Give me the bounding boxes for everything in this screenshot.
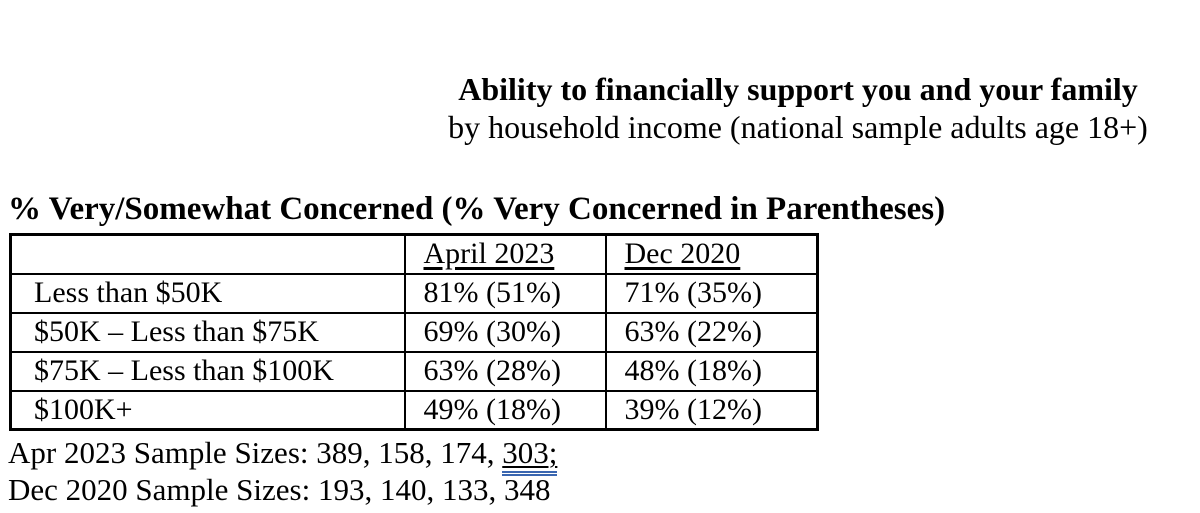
column-header-april-2023: April 2023	[403, 233, 607, 275]
table-header-row: April 2023 Dec 2020	[9, 233, 819, 275]
value-cell-dec: 48% (18%)	[604, 350, 819, 392]
sample-size-notes: Apr 2023 Sample Sizes: 389, 158, 174, 30…	[8, 434, 558, 508]
document-title: Ability to financially support you and y…	[398, 70, 1198, 146]
row-label-less-than-50k: Less than $50K	[9, 272, 406, 314]
row-label-100k-plus: $100K+	[9, 389, 406, 431]
value-cell-april: 49% (18%)	[403, 389, 607, 431]
sample-sizes-apr-2023: Apr 2023 Sample Sizes: 389, 158, 174, 30…	[8, 434, 558, 476]
sample-sizes-dec-2020: Dec 2020 Sample Sizes: 193, 140, 133, 34…	[8, 472, 551, 507]
title-line-2: by household income (national sample adu…	[448, 109, 1148, 145]
sample-sizes-apr-2023-text: Apr 2023 Sample Sizes: 389, 158, 174,	[8, 435, 503, 470]
value-cell-dec: 63% (22%)	[604, 311, 819, 353]
value-cell-april: 69% (30%)	[403, 311, 607, 353]
table-row: Less than $50K 81% (51%) 71% (35%)	[9, 272, 819, 314]
row-label-75k-100k: $75K – Less than $100K	[9, 350, 406, 392]
title-line-1: Ability to financially support you and y…	[458, 71, 1138, 107]
section-heading: % Very/Somewhat Concerned (% Very Concer…	[8, 191, 946, 227]
value-cell-dec: 71% (35%)	[604, 272, 819, 314]
column-header-empty	[9, 233, 406, 275]
value-cell-april: 63% (28%)	[403, 350, 607, 392]
table-row: $75K – Less than $100K 63% (28%) 48% (18…	[9, 350, 819, 392]
income-concern-table: April 2023 Dec 2020 Less than $50K 81% (…	[9, 233, 819, 431]
column-header-dec-2020-label: Dec 2020	[624, 237, 741, 271]
table-row: $50K – Less than $75K 69% (30%) 63% (22%…	[9, 311, 819, 353]
grammar-flagged-text: 303;	[502, 435, 558, 476]
row-label-50k-75k: $50K – Less than $75K	[9, 311, 406, 353]
value-cell-april: 81% (51%)	[403, 272, 607, 314]
value-cell-dec: 39% (12%)	[604, 389, 819, 431]
column-header-april-2023-label: April 2023	[423, 237, 555, 271]
table-row: $100K+ 49% (18%) 39% (12%)	[9, 389, 819, 431]
column-header-dec-2020: Dec 2020	[604, 233, 819, 275]
